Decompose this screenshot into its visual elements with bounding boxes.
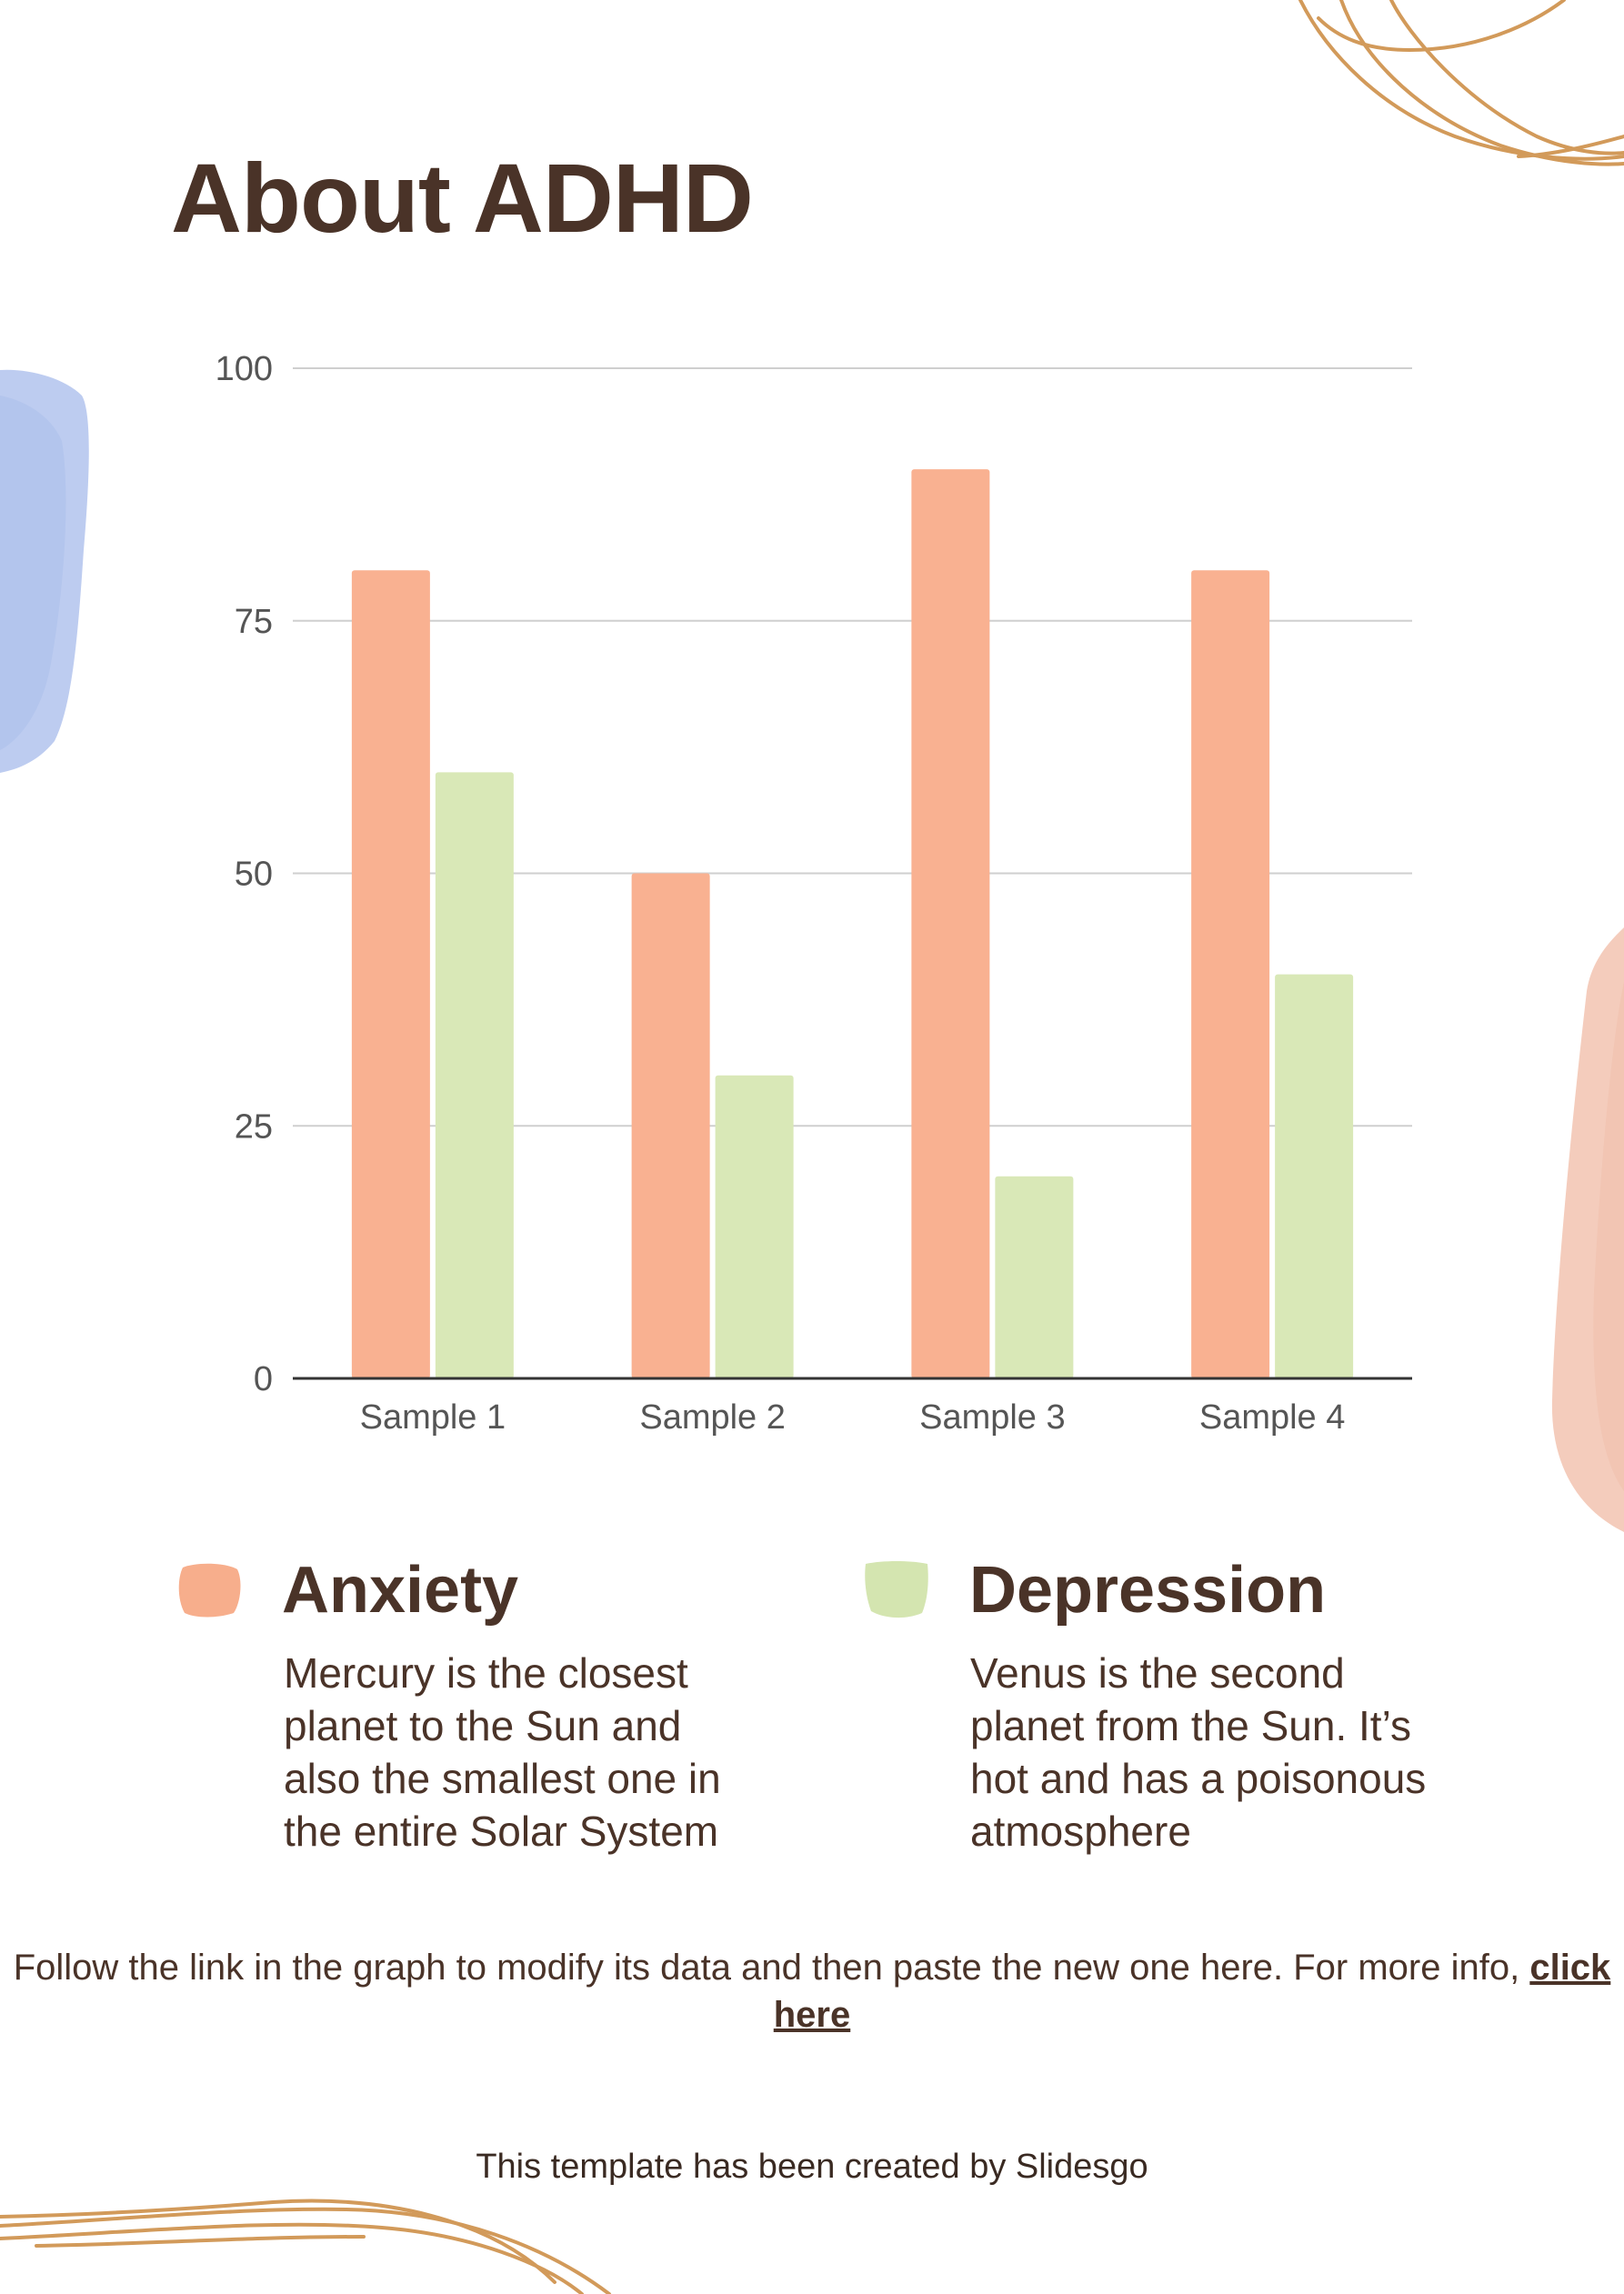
gold-scribble-bottom-left bbox=[0, 2199, 611, 2294]
y-tick-label: 100 bbox=[216, 350, 273, 388]
bar bbox=[351, 570, 430, 1378]
bar bbox=[715, 1075, 794, 1378]
bar-chart: 0 25 50 75 100 Sample 1 Sample 2 Sample 3 Sample… bbox=[216, 350, 1412, 1437]
y-tick-label: 50 bbox=[235, 856, 273, 894]
depression-description: Venus is the second planet from the Sun.… bbox=[970, 1649, 1427, 1855]
depression-swatch-icon bbox=[865, 1561, 928, 1618]
axes: 0 25 50 75 100 Sample 1 Sample 2 Sample 3 Sample… bbox=[216, 350, 1412, 1437]
x-tick-label: Sample 2 bbox=[639, 1398, 786, 1437]
y-tick-label: 0 bbox=[254, 1360, 273, 1398]
gold-scribble-top-right bbox=[1298, 0, 1624, 166]
pink-blob-decoration bbox=[1551, 927, 1624, 1532]
anxiety-swatch-icon bbox=[178, 1563, 241, 1618]
x-tick-label: Sample 4 bbox=[1199, 1398, 1346, 1437]
bar bbox=[435, 772, 514, 1378]
y-tick-label: 25 bbox=[235, 1107, 273, 1146]
x-tick-label: Sample 1 bbox=[360, 1398, 506, 1437]
footnote-text: Follow the link in the graph to modify i… bbox=[13, 1948, 1530, 1988]
bar bbox=[1191, 570, 1270, 1378]
blue-blob-decoration bbox=[0, 369, 89, 773]
click-here-link[interactable]: click here bbox=[773, 1948, 1611, 2035]
bar bbox=[911, 469, 990, 1378]
page-title: About ADHD bbox=[171, 143, 754, 253]
y-tick-label: 75 bbox=[235, 603, 273, 641]
footnote: Follow the link in the graph to modify i… bbox=[0, 1944, 1624, 2039]
bar bbox=[995, 1176, 1074, 1378]
credit-text: This template has been created by Slides… bbox=[476, 2148, 1148, 2186]
depression-heading: Depression bbox=[969, 1554, 1327, 1627]
x-tick-label: Sample 3 bbox=[919, 1398, 1066, 1437]
bar bbox=[1275, 974, 1354, 1378]
bar bbox=[631, 873, 710, 1378]
bars bbox=[351, 469, 1354, 1378]
anxiety-heading: Anxiety bbox=[282, 1554, 519, 1627]
anxiety-description: Mercury is the closest planet to the Sun… bbox=[284, 1649, 721, 1855]
